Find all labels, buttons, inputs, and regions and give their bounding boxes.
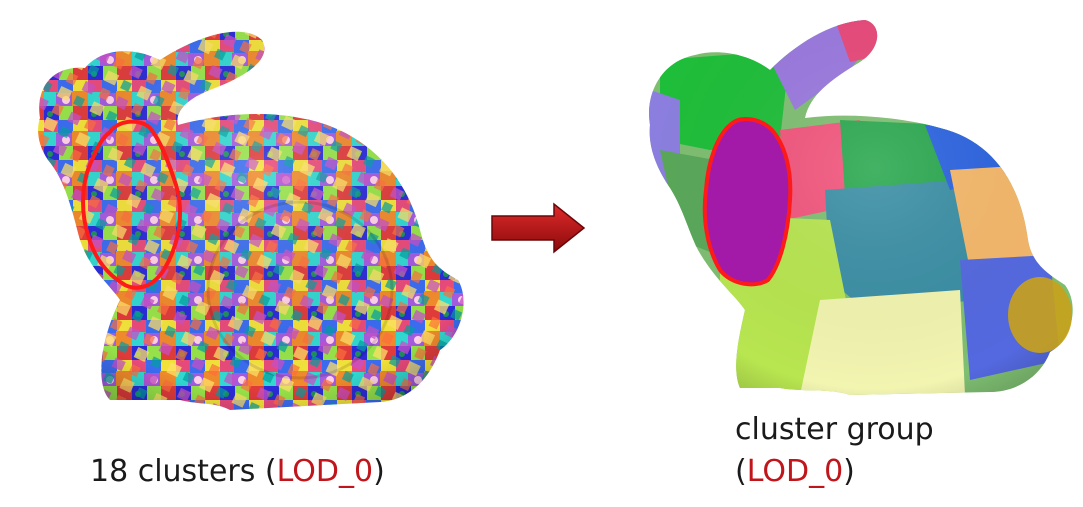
right-caption-lod: (LOD_0) xyxy=(735,454,855,489)
bunny-cluster-groups-image xyxy=(649,20,1073,395)
highlight-group xyxy=(702,117,793,287)
left-lod-label: LOD_0 xyxy=(276,454,374,489)
right-lod-label: LOD_0 xyxy=(746,454,844,489)
highlight-outline xyxy=(81,119,183,290)
right-arrow-icon xyxy=(491,202,586,254)
tail-shape xyxy=(1008,277,1072,353)
right-caption-title: cluster group xyxy=(735,412,934,447)
bunny-clusters-image xyxy=(38,31,464,410)
left-caption: 18 clusters (LOD_0) xyxy=(90,454,385,489)
